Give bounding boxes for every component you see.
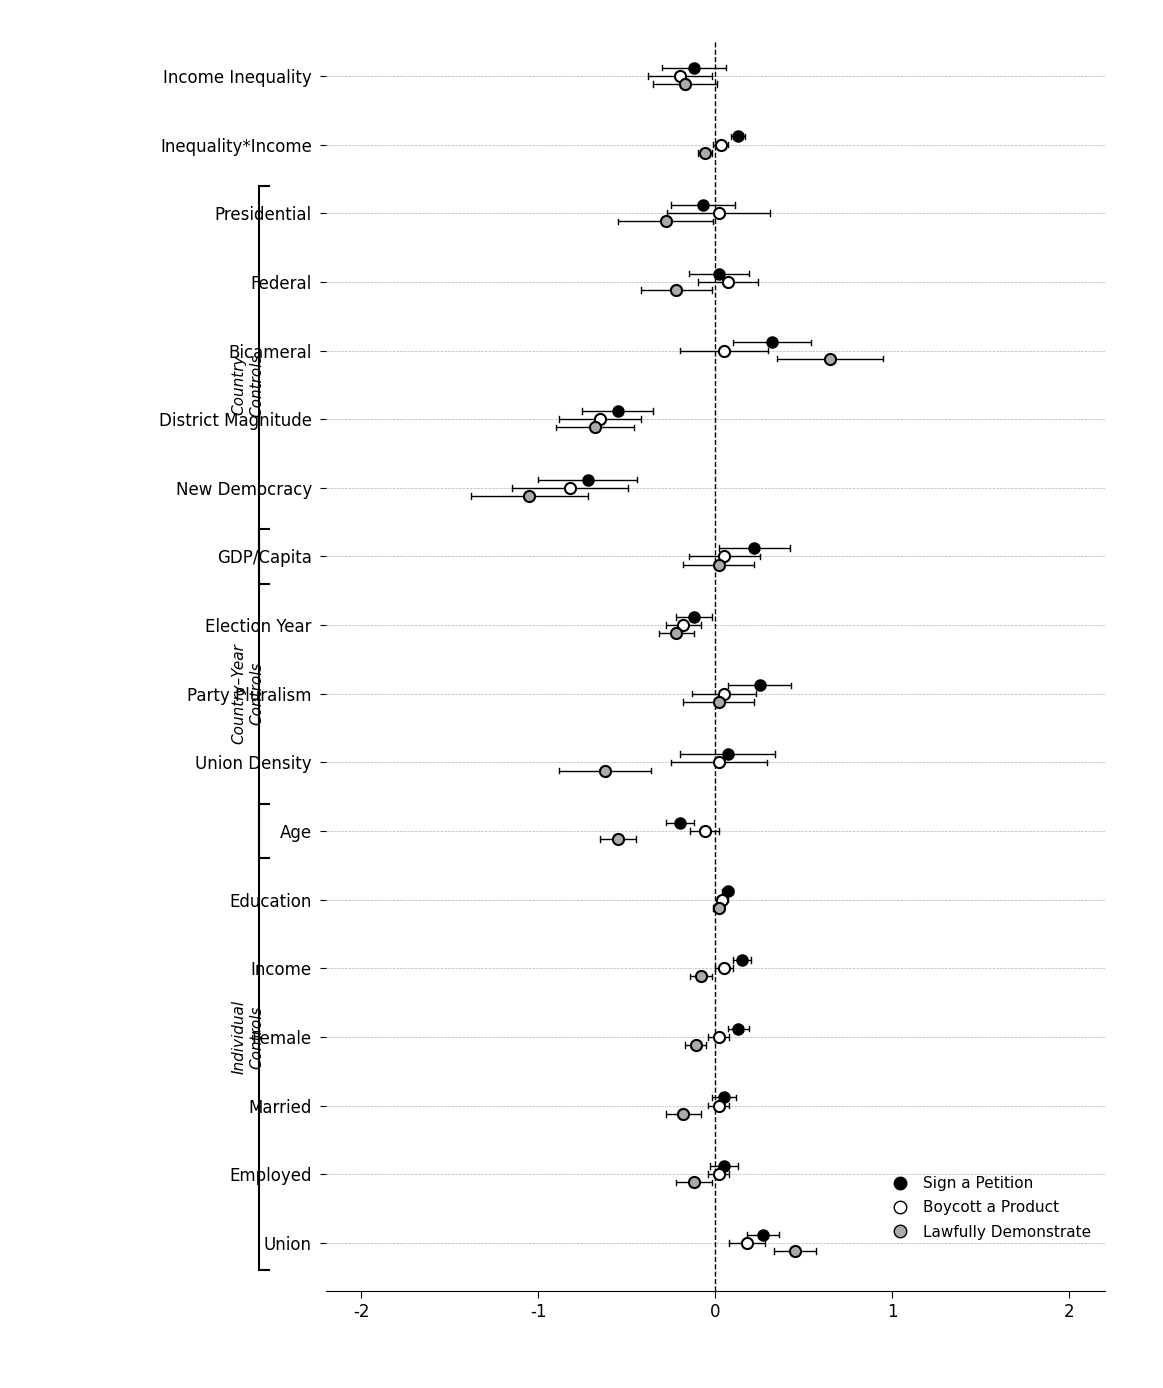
Legend: Sign a Petition, Boycott a Product, Lawfully Demonstrate: Sign a Petition, Boycott a Product, Lawf…	[879, 1170, 1097, 1245]
Text: Individual
Controls: Individual Controls	[231, 999, 264, 1074]
Text: Country–Year
Controls: Country–Year Controls	[231, 643, 264, 744]
Text: Country
Controls: Country Controls	[231, 353, 264, 416]
